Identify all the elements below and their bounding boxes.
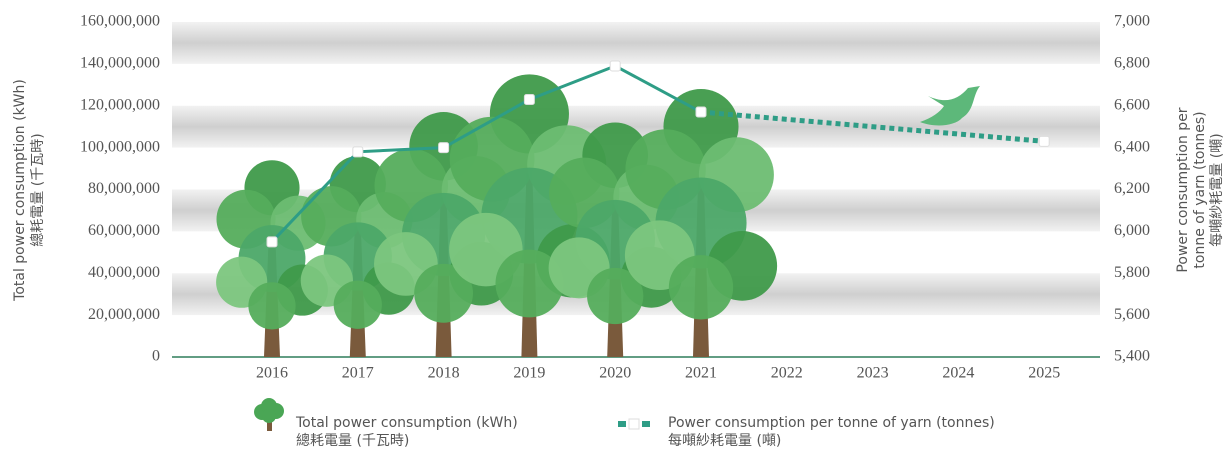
y-tick-label: 80,000,000	[88, 180, 160, 197]
x-tick-label: 2022	[771, 365, 803, 382]
line-marker	[1038, 135, 1050, 147]
legend-label: Power consumption per tonne of yarn (ton…	[668, 415, 995, 449]
tree	[449, 74, 610, 357]
x-tick-label: 2021	[685, 365, 717, 382]
y2-tick-label: 6,200	[1114, 180, 1150, 197]
y-tick-label: 120,000,000	[80, 96, 160, 113]
x-tick-label: 2017	[342, 365, 374, 382]
grid-band	[172, 22, 1100, 64]
tree-canopy	[248, 282, 296, 330]
legend-label: Total power consumption (kWh)總耗電量 (千瓦時)	[295, 415, 518, 449]
tree-canopy	[333, 280, 382, 329]
y2-tick-label: 6,600	[1114, 96, 1150, 113]
legend-marker	[628, 418, 640, 430]
line-marker	[438, 142, 450, 154]
y2-axis-title-line: Power consumption per	[1175, 107, 1191, 272]
y2-tick-label: 7,000	[1114, 13, 1150, 30]
line-marker	[352, 146, 364, 158]
legend-label-line: Power consumption per tonne of yarn (ton…	[668, 415, 995, 431]
legend-canopy	[262, 409, 276, 423]
y-tick-label: 0	[152, 348, 160, 365]
x-tick-label: 2016	[256, 365, 288, 382]
y2-tick-label: 5,400	[1114, 348, 1150, 365]
line-marker	[695, 106, 707, 118]
y-tick-label: 160,000,000	[80, 13, 160, 30]
y-axis-title-line: Total power consumption (kWh)	[12, 79, 28, 302]
y-tick-label: 40,000,000	[88, 264, 160, 281]
line-marker	[609, 60, 621, 72]
y2-tick-label: 6,800	[1114, 55, 1150, 72]
y2-axis-title-line: 每噸紗耗電量 (噸)	[1209, 133, 1225, 246]
line-marker	[266, 236, 278, 248]
tree	[624, 89, 778, 357]
y2-tick-label: 5,600	[1114, 306, 1150, 323]
legend-tree-icon	[254, 398, 284, 431]
x-tick-label: 2025	[1028, 365, 1060, 382]
y2-axis-title-line: tonne of yarn (tonnes)	[1192, 111, 1208, 268]
tree-canopy	[495, 249, 564, 318]
x-tick-label: 2018	[428, 365, 460, 382]
y-tick-label: 60,000,000	[88, 222, 160, 239]
y2-axis-title: Power consumption pertonne of yarn (tonn…	[1175, 107, 1225, 272]
legend-label-line: Total power consumption (kWh)	[295, 415, 518, 431]
bird-icon	[920, 86, 980, 126]
tree-canopy	[414, 263, 473, 323]
legend-canopy	[261, 398, 277, 414]
line-marker	[523, 93, 535, 105]
y-axis-title: Total power consumption (kWh) 總耗電量 (千瓦時)	[12, 79, 46, 302]
legend-trunk	[267, 418, 272, 431]
y2-tick-label: 6,000	[1114, 222, 1150, 239]
legend-label-line: 總耗電量 (千瓦時)	[296, 432, 409, 449]
x-tick-label: 2024	[942, 365, 974, 382]
line-series	[270, 64, 702, 243]
y2-tick-label: 6,400	[1114, 138, 1150, 155]
y2-tick-label: 5,800	[1114, 264, 1150, 281]
y-tick-label: 140,000,000	[80, 55, 160, 72]
tree-canopy	[587, 267, 644, 325]
y-tick-label: 100,000,000	[80, 138, 160, 155]
x-tick-label: 2020	[599, 365, 631, 382]
projection-line	[700, 109, 1045, 144]
tree-canopy	[668, 255, 734, 320]
x-tick-label: 2023	[857, 365, 889, 382]
y-axis-title-line: 總耗電量 (千瓦時)	[29, 133, 46, 246]
x-tick-label: 2019	[513, 365, 545, 382]
legend-label-line: 每噸紗耗電量 (噸)	[668, 433, 781, 449]
y-tick-label: 20,000,000	[88, 306, 160, 323]
